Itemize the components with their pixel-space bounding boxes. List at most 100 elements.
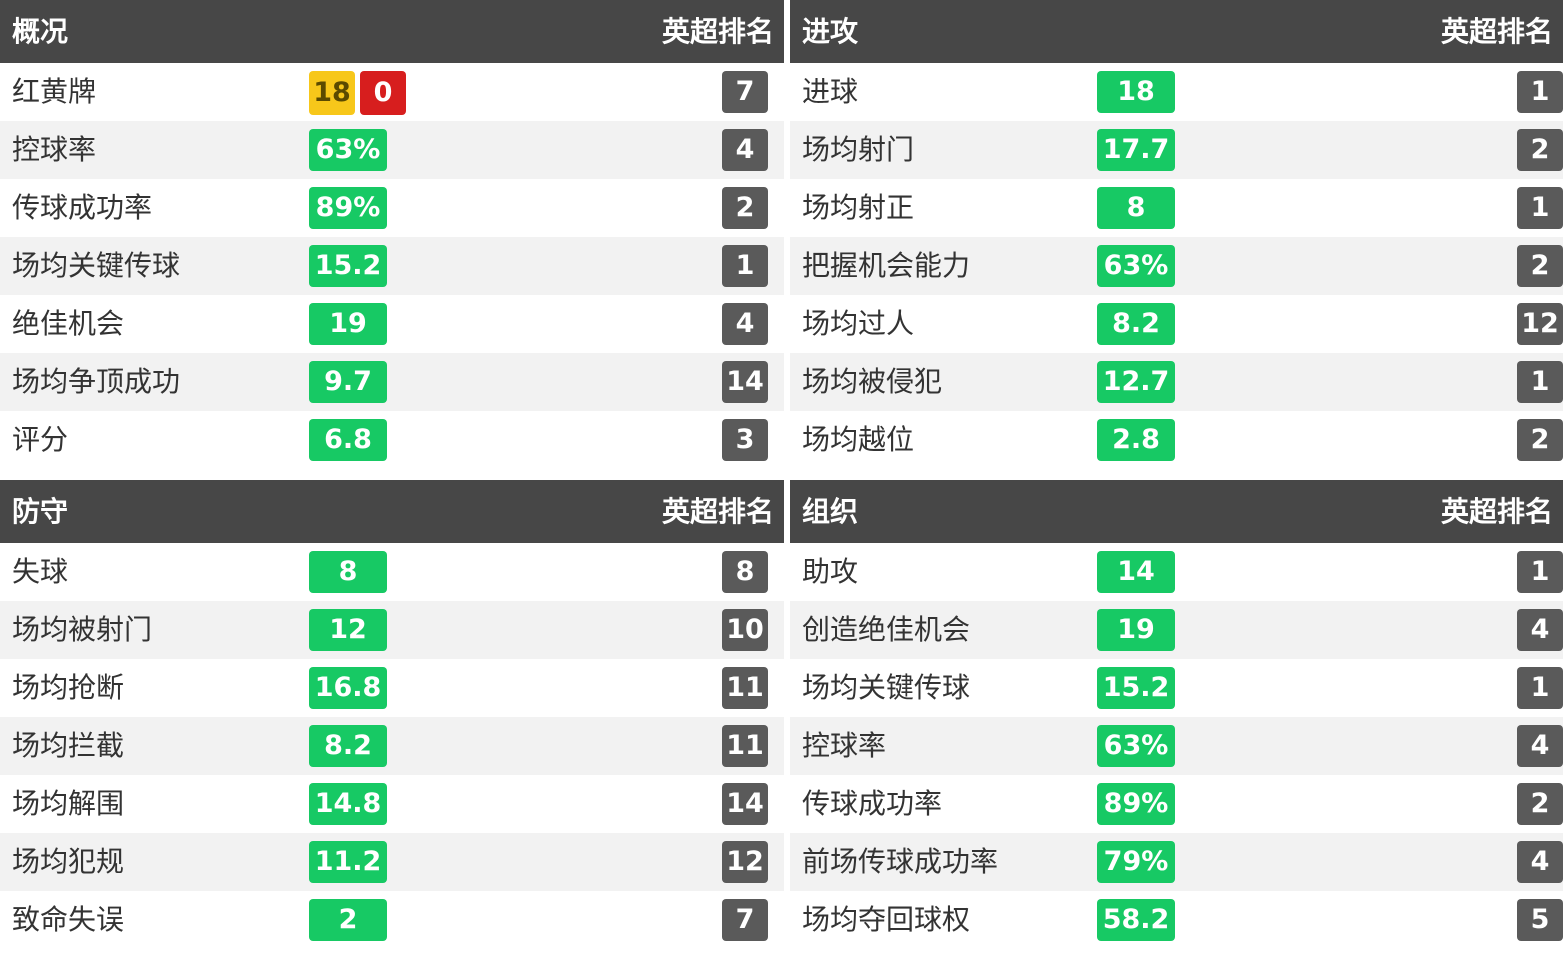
stat-row: 创造绝佳机会 19 4 xyxy=(790,601,1563,659)
stat-row: 失球 8 8 xyxy=(0,543,784,601)
rank-column-label: 英超排名 xyxy=(1440,15,1553,48)
stat-label: 失球 xyxy=(12,555,69,588)
stat-row: 评分 6.8 3 xyxy=(0,411,784,469)
league-rank-badge: 2 xyxy=(1517,129,1563,171)
stat-row: 场均被射门 12 10 xyxy=(0,601,784,659)
stat-row: 控球率 63% 4 xyxy=(0,121,784,179)
stat-value-badge: 8 xyxy=(1097,187,1175,229)
panel-title: 组织 xyxy=(802,495,859,528)
rank-column-label: 英超排名 xyxy=(661,15,774,48)
stat-label: 红黄牌 xyxy=(12,75,97,108)
league-rank-badge: 3 xyxy=(722,419,768,461)
panel-header: 概况 英超排名 xyxy=(0,0,784,63)
panel-header: 防守 英超排名 xyxy=(0,480,784,543)
stat-value-badge: 17.7 xyxy=(1097,129,1175,171)
panel-header: 进攻 英超排名 xyxy=(790,0,1563,63)
league-rank-badge: 10 xyxy=(722,609,768,651)
stat-value-badge: 63% xyxy=(1097,725,1175,767)
stat-label: 场均被侵犯 xyxy=(802,365,943,398)
stat-row: 场均抢断 16.8 11 xyxy=(0,659,784,717)
stat-label: 场均射正 xyxy=(802,191,915,224)
league-rank-badge: 1 xyxy=(1517,667,1563,709)
stat-value-badge: 2.8 xyxy=(1097,419,1175,461)
stat-row: 把握机会能力 63% 2 xyxy=(790,237,1563,295)
league-rank-badge: 14 xyxy=(722,783,768,825)
stat-label: 创造绝佳机会 xyxy=(802,613,971,646)
stat-label: 致命失误 xyxy=(12,903,125,936)
stat-label: 场均拦截 xyxy=(12,729,125,762)
league-rank-badge: 2 xyxy=(1517,419,1563,461)
stat-value-badge: 9.7 xyxy=(309,361,387,403)
stat-label: 控球率 xyxy=(802,729,887,762)
stat-value-badge: 6.8 xyxy=(309,419,387,461)
rank-column-label: 英超排名 xyxy=(1440,495,1553,528)
stat-row: 场均关键传球 15.2 1 xyxy=(790,659,1563,717)
stat-row: 场均射正 8 1 xyxy=(790,179,1563,237)
stat-row: 场均犯规 11.2 12 xyxy=(0,833,784,891)
stat-row: 进球 18 1 xyxy=(790,63,1563,121)
stat-row: 红黄牌 18 0 7 xyxy=(0,63,784,121)
stat-row: 场均解围 14.8 14 xyxy=(0,775,784,833)
stat-row: 传球成功率 89% 2 xyxy=(0,179,784,237)
panel-attack: 进攻 英超排名 进球 18 1 场均射门 17.7 2 场均射正 8 1 把握机… xyxy=(790,0,1563,469)
stat-value-badge: 15.2 xyxy=(1097,667,1175,709)
stat-label: 场均犯规 xyxy=(12,845,125,878)
league-rank-badge: 8 xyxy=(722,551,768,593)
stat-label: 传球成功率 xyxy=(12,191,153,224)
stat-row: 场均关键传球 15.2 1 xyxy=(0,237,784,295)
stat-label: 进球 xyxy=(802,75,859,108)
league-rank-badge: 4 xyxy=(722,303,768,345)
stat-row: 前场传球成功率 79% 4 xyxy=(790,833,1563,891)
stat-row: 控球率 63% 4 xyxy=(790,717,1563,775)
league-rank-badge: 11 xyxy=(722,667,768,709)
stat-value-badge: 11.2 xyxy=(309,841,387,883)
stat-label: 助攻 xyxy=(802,555,859,588)
stat-value-badge: 18 xyxy=(1097,71,1175,113)
league-rank-badge: 2 xyxy=(1517,245,1563,287)
stat-value-badge: 58.2 xyxy=(1097,899,1175,941)
league-rank-badge: 4 xyxy=(1517,725,1563,767)
stat-label: 控球率 xyxy=(12,133,97,166)
stat-row: 场均被侵犯 12.7 1 xyxy=(790,353,1563,411)
league-rank-badge: 12 xyxy=(1517,303,1563,345)
rank-column-label: 英超排名 xyxy=(661,495,774,528)
panel-defense: 防守 英超排名 失球 8 8 场均被射门 12 10 场均抢断 16.8 11 … xyxy=(0,480,784,949)
yellow-card-count: 18 xyxy=(309,71,355,115)
stat-row: 场均过人 8.2 12 xyxy=(790,295,1563,353)
league-rank-badge: 12 xyxy=(722,841,768,883)
panel-title: 防守 xyxy=(12,495,69,528)
stat-value-badge: 8.2 xyxy=(1097,303,1175,345)
league-rank-badge: 1 xyxy=(1517,187,1563,229)
stat-row: 场均越位 2.8 2 xyxy=(790,411,1563,469)
stat-value-badge: 14.8 xyxy=(309,783,387,825)
league-rank-badge: 1 xyxy=(722,245,768,287)
league-rank-badge: 1 xyxy=(1517,361,1563,403)
stat-value-badge: 63% xyxy=(309,129,387,171)
stat-label: 场均过人 xyxy=(802,307,915,340)
stat-label: 场均争顶成功 xyxy=(12,365,181,398)
stat-label: 评分 xyxy=(12,423,69,456)
stat-label: 场均关键传球 xyxy=(802,671,971,704)
red-card-count: 0 xyxy=(360,71,406,115)
stat-value-badge: 89% xyxy=(1097,783,1175,825)
league-rank-badge: 2 xyxy=(722,187,768,229)
league-rank-badge: 1 xyxy=(1517,551,1563,593)
league-rank-badge: 11 xyxy=(722,725,768,767)
stat-label: 前场传球成功率 xyxy=(802,845,999,878)
stat-row: 致命失误 2 7 xyxy=(0,891,784,949)
stat-row: 场均射门 17.7 2 xyxy=(790,121,1563,179)
stat-row: 传球成功率 89% 2 xyxy=(790,775,1563,833)
league-rank-badge: 5 xyxy=(1517,899,1563,941)
stat-value-badge: 8 xyxy=(309,551,387,593)
panel-title: 概况 xyxy=(12,15,69,48)
league-rank-badge: 4 xyxy=(722,129,768,171)
league-rank-badge: 1 xyxy=(1517,71,1563,113)
stat-value-badge: 12 xyxy=(309,609,387,651)
stat-value-badge: 8.2 xyxy=(309,725,387,767)
stat-row: 助攻 14 1 xyxy=(790,543,1563,601)
stat-row: 场均争顶成功 9.7 14 xyxy=(0,353,784,411)
stat-label: 场均越位 xyxy=(802,423,915,456)
league-rank-badge: 2 xyxy=(1517,783,1563,825)
stat-row: 场均拦截 8.2 11 xyxy=(0,717,784,775)
stat-label: 场均抢断 xyxy=(12,671,125,704)
